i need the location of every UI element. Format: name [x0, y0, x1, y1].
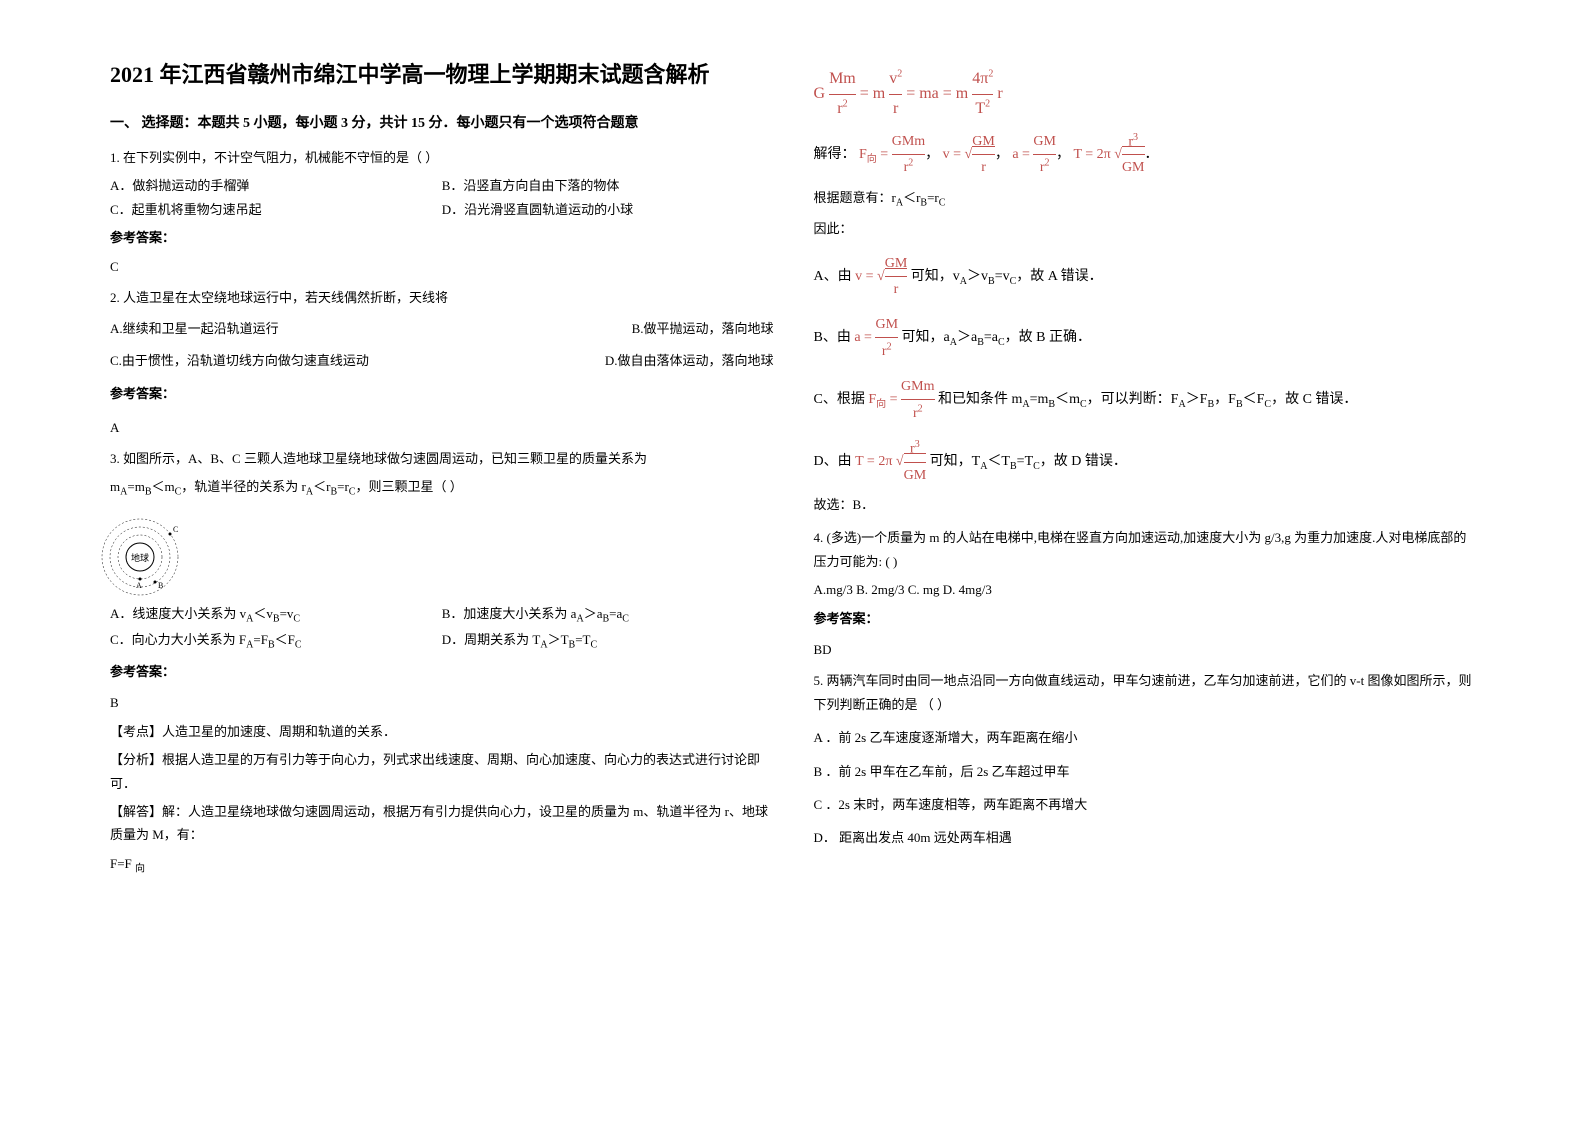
- q1-optD: D．沿光滑竖直圆轨道运动的小球: [442, 198, 774, 221]
- svg-text:B: B: [158, 581, 163, 590]
- q3-optC: C．向心力大小关系为 FA=FB＜FC: [110, 628, 442, 655]
- therefore: 因此：: [814, 217, 1478, 240]
- q3-solve2: F=F 向: [110, 852, 774, 879]
- q3-answer: B: [110, 691, 774, 714]
- q1-optB: B．沿竖直方向自由下落的物体: [442, 174, 774, 197]
- q2-answer: A: [110, 416, 774, 439]
- question-4: 4. (多选)一个质量为 m 的人站在电梯中,电梯在竖直方向加速运动,加速度大小…: [814, 526, 1478, 661]
- q3-analysis: 【分析】根据人造卫星的万有引力等于向心力，列式求出线速度、周期、向心加速度、向心…: [110, 748, 774, 795]
- document-title: 2021 年江西省赣州市绵江中学高一物理上学期期末试题含解析: [110, 60, 774, 91]
- q1-optC: C．起重机将重物匀速吊起: [110, 198, 442, 221]
- q3-answer-label: 参考答案：: [110, 660, 774, 683]
- svg-text:地球: 地球: [131, 552, 149, 563]
- formula-solved: 解得： F向 = GMmr2， v = √GMr， a = GMr2， T = …: [814, 129, 1478, 181]
- question-1: 1. 在下列实例中，不计空气阻力，机械能不守恒的是（ ） A．做斜抛运动的手榴弹…: [110, 146, 774, 278]
- q3-solve1: 【解答】解：人造卫星绕地球做匀速圆周运动，根据万有引力提供向心力，设卫星的质量为…: [110, 800, 774, 847]
- q2-optA: A.继续和卫星一起沿轨道运行: [110, 317, 279, 340]
- line-C: C、根据 F向 = GMmr2 和已知条件 mA=mB＜mC，可以判断：FA＞F…: [814, 374, 1478, 426]
- q2-text: 2. 人造卫星在太空绕地球运行中，若天线偶然折断，天线将: [110, 286, 774, 309]
- section-header: 一、 选择题：本题共 5 小题，每小题 3 分，共计 15 分．每小题只有一个选…: [110, 111, 774, 136]
- line-D: D、由 T = 2π √r3GM 可知，TA＜TB=TC，故 D 错误．: [814, 436, 1478, 488]
- given-condition: 根据题意有：rA＜rB=rC: [814, 186, 1478, 213]
- q3-optD: D．周期关系为 TA＞TB=TC: [442, 628, 774, 655]
- question-5: 5. 两辆汽车同时由同一地点沿同一方向做直线运动，甲车匀速前进，乙车匀加速前进，…: [814, 669, 1478, 849]
- question-3: 3. 如图所示，A、B、C 三颗人造地球卫星绕地球做匀速圆周运动，已知三颗卫星的…: [110, 447, 774, 879]
- q1-answer-label: 参考答案：: [110, 226, 774, 249]
- q2-optC: C.由于惯性，沿轨道切线方向做匀速直线运动: [110, 349, 369, 372]
- q4-answer-label: 参考答案：: [814, 607, 1478, 630]
- orbit-diagram: 地球 A B C: [110, 512, 190, 592]
- svg-text:A: A: [136, 581, 142, 590]
- formula-main: G Mmr2 = m v2r = ma = m 4π2T2 r: [814, 65, 1478, 124]
- q4-text: 4. (多选)一个质量为 m 的人站在电梯中,电梯在竖直方向加速运动,加速度大小…: [814, 526, 1478, 573]
- q1-answer: C: [110, 255, 774, 278]
- q2-optB: B.做平抛运动，落向地球: [632, 317, 774, 340]
- q5-text: 5. 两辆汽车同时由同一地点沿同一方向做直线运动，甲车匀速前进，乙车匀加速前进，…: [814, 669, 1478, 716]
- q3-optA: A．线速度大小关系为 vA＜vB=vC: [110, 602, 442, 629]
- svg-text:C: C: [173, 525, 178, 534]
- q4-answer: BD: [814, 638, 1478, 661]
- question-2: 2. 人造卫星在太空绕地球运行中，若天线偶然折断，天线将 A.继续和卫星一起沿轨…: [110, 286, 774, 439]
- q2-optD: D.做自由落体运动，落向地球: [605, 349, 774, 372]
- q3-text2: mA=mB＜mC，轨道半径的关系为 rA＜rB=rC，则三颗卫星（ ）: [110, 475, 774, 502]
- q3-point: 【考点】人造卫星的加速度、周期和轨道的关系．: [110, 720, 774, 743]
- q1-text: 1. 在下列实例中，不计空气阻力，机械能不守恒的是（ ）: [110, 146, 774, 169]
- q5-optB: B ．前 2s 甲车在乙车前，后 2s 乙车超过甲车: [814, 760, 1478, 783]
- q5-optC: C ．2s 末时，两车速度相等，两车距离不再增大: [814, 793, 1478, 816]
- q1-optA: A．做斜抛运动的手榴弹: [110, 174, 442, 197]
- line-B: B、由 a = GMr2 可知，aA＞aB=aC，故 B 正确．: [814, 312, 1478, 364]
- q3-text1: 3. 如图所示，A、B、C 三颗人造地球卫星绕地球做匀速圆周运动，已知三颗卫星的…: [110, 447, 774, 470]
- line-A: A、由 v = √GMr 可知，vA＞vB=vC，故 A 错误．: [814, 251, 1478, 302]
- q5-optD: D． 距离出发点 40m 远处两车相遇: [814, 826, 1478, 849]
- q2-answer-label: 参考答案：: [110, 382, 774, 405]
- conclusion: 故选：B．: [814, 493, 1478, 516]
- q3-optB: B．加速度大小关系为 aA＞aB=aC: [442, 602, 774, 629]
- q5-optA: A ．前 2s 乙车速度逐渐增大，两车距离在缩小: [814, 726, 1478, 749]
- q4-options: A.mg/3 B. 2mg/3 C. mg D. 4mg/3: [814, 578, 1478, 601]
